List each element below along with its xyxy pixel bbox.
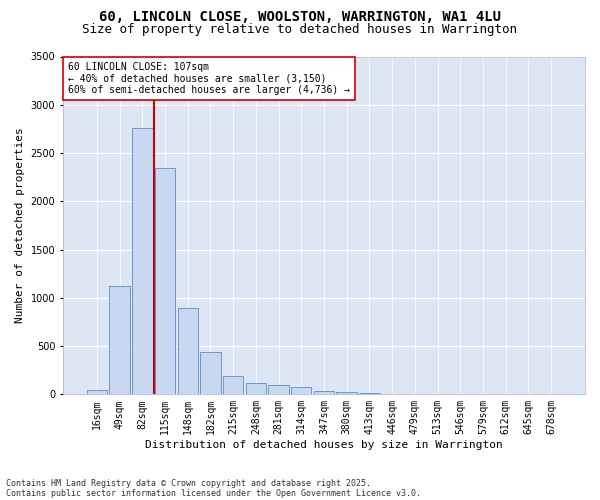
Bar [245,383,266,394]
Bar [155,168,175,394]
Bar [337,392,357,394]
Bar [86,390,107,394]
Bar [268,384,289,394]
Text: Contains public sector information licensed under the Open Government Licence v3: Contains public sector information licen… [6,488,421,498]
Bar [291,387,311,394]
X-axis label: Distribution of detached houses by size in Warrington: Distribution of detached houses by size … [145,440,503,450]
Bar [314,391,334,394]
Y-axis label: Number of detached properties: Number of detached properties [15,128,25,324]
Bar [178,308,198,394]
Bar [109,286,130,395]
Text: 60 LINCOLN CLOSE: 107sqm
← 40% of detached houses are smaller (3,150)
60% of sem: 60 LINCOLN CLOSE: 107sqm ← 40% of detach… [68,62,350,95]
Bar [200,352,221,395]
Bar [223,376,244,394]
Bar [132,128,152,394]
Text: Contains HM Land Registry data © Crown copyright and database right 2025.: Contains HM Land Registry data © Crown c… [6,478,371,488]
Text: Size of property relative to detached houses in Warrington: Size of property relative to detached ho… [83,22,517,36]
Text: 60, LINCOLN CLOSE, WOOLSTON, WARRINGTON, WA1 4LU: 60, LINCOLN CLOSE, WOOLSTON, WARRINGTON,… [99,10,501,24]
